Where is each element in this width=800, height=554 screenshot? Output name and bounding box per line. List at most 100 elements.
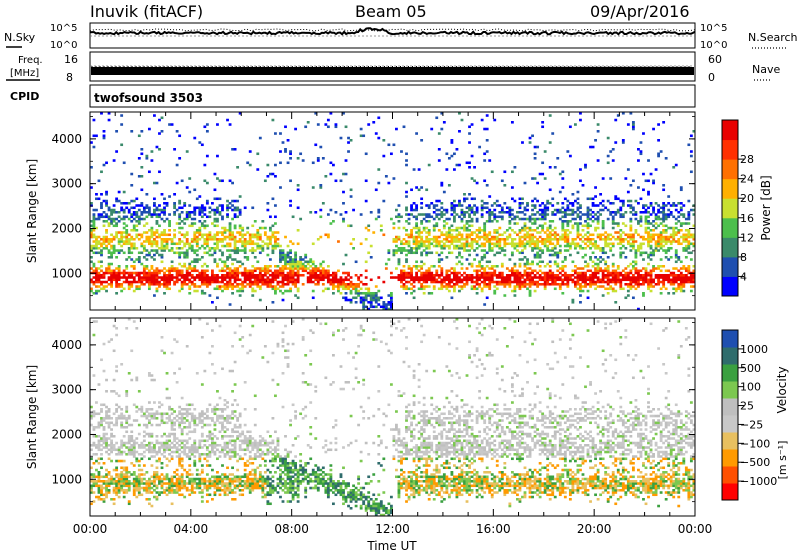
heatmap-cell xyxy=(639,235,643,239)
heatmap-cell xyxy=(500,274,504,277)
heatmap-cell xyxy=(286,283,290,286)
heatmap-cell xyxy=(649,269,653,273)
heatmap-cell xyxy=(586,289,590,293)
heatmap-cell xyxy=(160,276,164,279)
heatmap-cell xyxy=(107,421,111,425)
heatmap-cell xyxy=(142,206,146,210)
heatmap-cell xyxy=(107,118,111,122)
heatmap-cell xyxy=(233,240,237,243)
heatmap-cell xyxy=(450,267,454,270)
heatmap-cell xyxy=(142,482,146,485)
heatmap-cell xyxy=(228,123,232,126)
heatmap-cell xyxy=(508,208,512,212)
heatmap-cell xyxy=(289,256,292,259)
heatmap-cell xyxy=(107,480,111,483)
heatmap-cell xyxy=(137,489,141,492)
heatmap-cell xyxy=(440,247,444,250)
heatmap-cell xyxy=(624,233,628,237)
heatmap-cell xyxy=(382,305,386,309)
heatmap-cell xyxy=(556,262,560,266)
heatmap-cell xyxy=(117,417,121,420)
heatmap-cell xyxy=(672,283,676,286)
heatmap-cell xyxy=(97,495,101,499)
heatmap-cell xyxy=(427,285,431,288)
heatmap-cell xyxy=(576,242,580,246)
heatmap-cell xyxy=(584,285,587,288)
heatmap-cell xyxy=(453,278,456,282)
heatmap-cell xyxy=(137,287,141,291)
heatmap-cell xyxy=(130,349,134,353)
heatmap-cell xyxy=(692,235,696,239)
heatmap-cell xyxy=(226,208,229,212)
heatmap-cell xyxy=(508,283,512,286)
heatmap-cell xyxy=(662,215,666,219)
heatmap-cell xyxy=(579,289,582,293)
heatmap-cell xyxy=(566,220,570,223)
heatmap-cell xyxy=(649,285,653,288)
heatmap-cell xyxy=(445,287,449,291)
heatmap-cell xyxy=(135,233,139,237)
heatmap-cell xyxy=(92,229,96,232)
heatmap-cell xyxy=(450,271,454,275)
heatmap-cell xyxy=(518,280,522,284)
heatmap-cell xyxy=(566,150,570,153)
heatmap-cell xyxy=(425,247,429,250)
heatmap-cell xyxy=(92,265,96,268)
heatmap-cell xyxy=(321,267,325,270)
heatmap-cell xyxy=(682,276,686,279)
heatmap-cell xyxy=(132,471,136,474)
heatmap-cell xyxy=(203,274,207,277)
heatmap-cell xyxy=(483,267,487,270)
heatmap-cell xyxy=(145,267,149,270)
heatmap-cell xyxy=(621,139,625,142)
heatmap-cell xyxy=(566,204,570,207)
heatmap-cell xyxy=(674,208,678,212)
heatmap-cell xyxy=(135,489,139,492)
heatmap-cell xyxy=(180,240,184,243)
heatmap-cell xyxy=(485,139,489,142)
heatmap-cell xyxy=(321,283,325,286)
heatmap-cell xyxy=(468,278,471,282)
heatmap-cell xyxy=(185,213,189,216)
heatmap-cell xyxy=(140,468,144,472)
heatmap-cell xyxy=(551,242,555,246)
heatmap-cell xyxy=(289,157,292,160)
heatmap-cell xyxy=(175,267,179,270)
heatmap-cell xyxy=(173,193,177,196)
heatmap-cell xyxy=(533,242,537,246)
heatmap-cell xyxy=(543,274,547,277)
heatmap-cell xyxy=(198,213,202,216)
heatmap-cell xyxy=(692,208,696,212)
heatmap-cell xyxy=(662,213,666,216)
heatmap-cell xyxy=(440,206,444,210)
heatmap-cell xyxy=(100,408,103,411)
heatmap-cell xyxy=(185,283,189,286)
heatmap-cell xyxy=(440,127,444,131)
heatmap-cell xyxy=(692,242,696,246)
heatmap-cell xyxy=(127,448,131,452)
heatmap-cell xyxy=(412,296,416,300)
heatmap-cell xyxy=(122,276,126,279)
heatmap-cell xyxy=(97,247,101,250)
heatmap-cell xyxy=(435,208,439,212)
heatmap-cell xyxy=(100,269,103,273)
heatmap-cell xyxy=(516,222,519,225)
heatmap-cell xyxy=(153,294,156,297)
heatmap-cell xyxy=(468,215,471,219)
heatmap-cell xyxy=(548,224,552,228)
heatmap-cell xyxy=(397,262,401,266)
heatmap-cell xyxy=(538,224,542,228)
heatmap-cell xyxy=(667,238,671,241)
heatmap-cell xyxy=(208,276,212,279)
heatmap-cell xyxy=(667,235,671,239)
heatmap-cell xyxy=(453,244,456,248)
heatmap-cell xyxy=(183,235,187,239)
heatmap-cell xyxy=(453,199,456,203)
heatmap-cell xyxy=(132,244,136,248)
heatmap-cell xyxy=(521,240,524,243)
heatmap-cell xyxy=(127,486,131,490)
heatmap-cell xyxy=(135,459,139,463)
heatmap-cell xyxy=(95,453,98,456)
heatmap-cell xyxy=(127,285,131,288)
heatmap-cell xyxy=(526,262,529,266)
